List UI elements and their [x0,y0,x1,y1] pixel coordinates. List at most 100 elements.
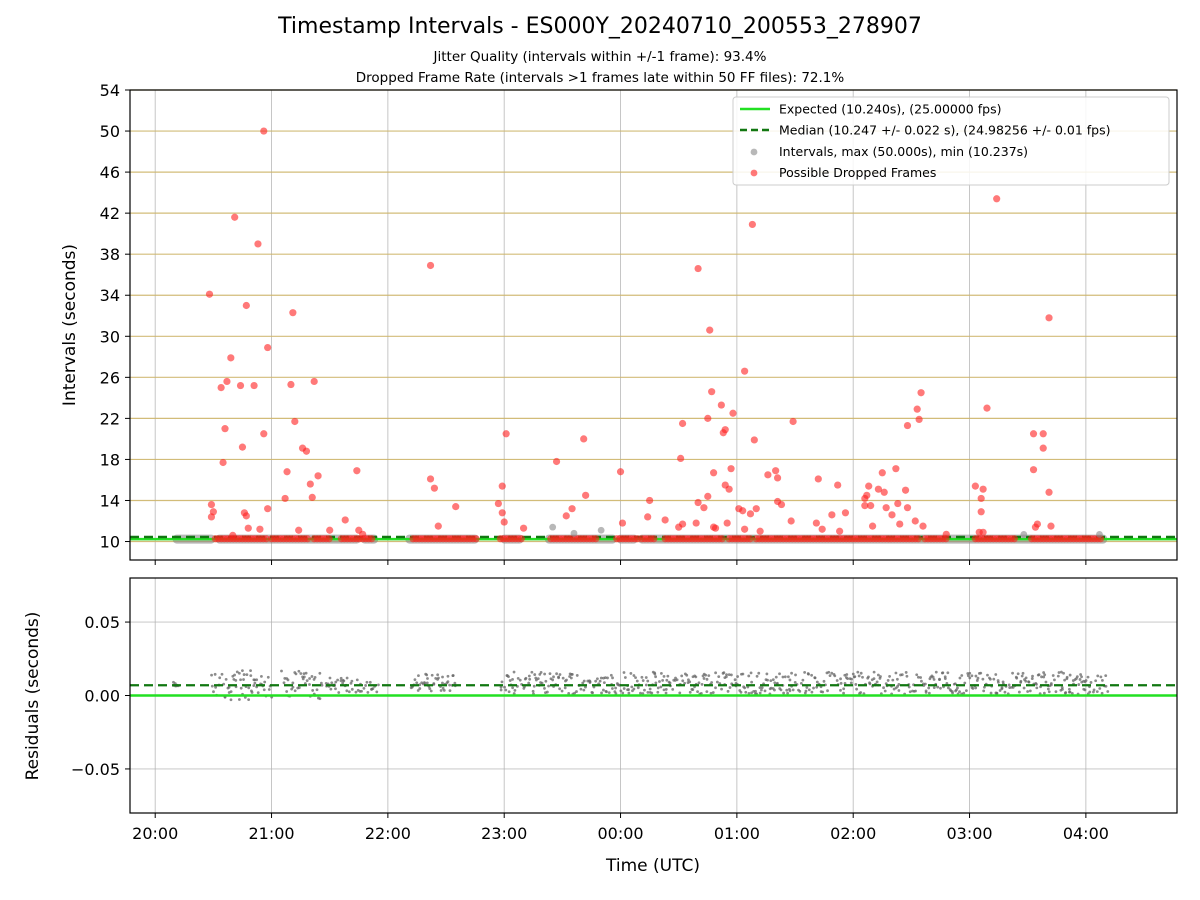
residual-point [739,690,743,694]
residual-point [1100,691,1104,695]
residual-point [582,679,586,683]
dropped-frame-point [310,377,318,386]
residual-point [630,685,634,689]
legend-dropped-swatch [750,169,758,177]
intervals-y-tick-label: 10 [100,533,120,552]
residual-point [263,680,267,684]
residual-point [499,688,503,692]
residual-point [1092,688,1096,692]
residual-point [360,689,363,693]
residual-point [688,690,692,694]
residual-point [558,673,562,676]
dropped-frame-point [772,467,780,475]
intervals-y-tick-label: 50 [100,122,120,141]
residual-point [946,671,950,675]
dropped-frame-point [592,535,600,543]
residual-point [241,669,244,673]
residual-point [1104,684,1108,688]
residual-point [524,676,528,680]
residual-point [981,677,985,681]
dropped-frame-point [368,535,376,543]
residual-point [293,689,297,693]
residual-point [439,689,443,692]
residual-point [266,675,270,679]
dropped-frame-point [787,517,795,525]
dropped-frame-point [341,516,349,524]
residual-point [611,676,614,680]
dropped-frame-point [901,486,910,494]
residual-point [605,690,608,694]
residual-point [662,674,666,678]
dropped-frame-point [229,531,237,539]
residual-point [875,680,879,684]
residual-point [1028,689,1032,693]
residual-point [565,678,568,682]
residual-point [503,685,506,689]
dropped-frame-point [888,511,896,519]
residual-point [650,691,654,695]
residual-point [807,672,810,676]
residual-point [1104,674,1108,678]
dropped-frame-point [882,504,890,512]
legend-dropped-label: Possible Dropped Frames [779,165,936,180]
residual-point [1035,683,1038,686]
residual-point [632,687,636,691]
residual-point [1095,690,1099,694]
residual-point [727,673,731,677]
intervals-plot-area [130,127,1177,544]
dropped-frame-point [812,519,820,527]
residual-point [940,671,944,675]
residual-point [527,681,531,685]
residual-point [958,676,962,680]
intervals-y-tick-label: 38 [100,245,120,264]
residual-point [534,676,538,680]
residual-point [1046,687,1050,691]
residual-point [441,686,445,690]
residual-point [766,678,769,682]
dropped-frame-point [993,195,1001,203]
residual-point [540,681,544,685]
residuals-x-tick-label: 03:00 [946,824,992,843]
residual-point [636,686,640,690]
residual-point [859,691,863,694]
residual-point [958,690,961,694]
residual-point [779,688,783,692]
residual-point [1089,681,1093,684]
residual-point [337,691,341,694]
dropped-frame-point [861,502,869,510]
dropped-frame-point [678,520,687,528]
residual-point [371,687,375,691]
residual-point [687,678,690,682]
residual-point [548,672,552,676]
residual-point [839,677,842,681]
residual-point [694,675,698,679]
residual-point [500,680,504,684]
residual-point [214,685,218,689]
residual-point [607,691,611,694]
residual-point [229,690,233,694]
residual-point [1020,674,1024,678]
residual-point [1017,690,1021,694]
residual-point [947,686,950,690]
residual-point [714,686,717,690]
residual-point [614,692,618,695]
residual-point [347,690,351,694]
residual-point [711,691,715,694]
residual-point [319,681,323,685]
interval-point [549,523,557,531]
dropped-frame-point [618,519,627,527]
residual-point [218,676,222,680]
residual-point [654,681,658,685]
dropped-frame-point [242,512,250,520]
residual-point [342,679,346,683]
residuals-y-label: Residuals (seconds) [23,612,43,781]
residuals-y-tick-label: −0.05 [71,760,120,779]
residual-point [245,673,249,677]
dropped-frame-point [764,471,772,479]
residual-point [250,691,254,694]
intervals-frame [129,89,1178,561]
dropped-frame-point [1045,314,1053,322]
residual-point [833,674,837,678]
residual-point [900,673,904,677]
residual-point [664,691,668,695]
